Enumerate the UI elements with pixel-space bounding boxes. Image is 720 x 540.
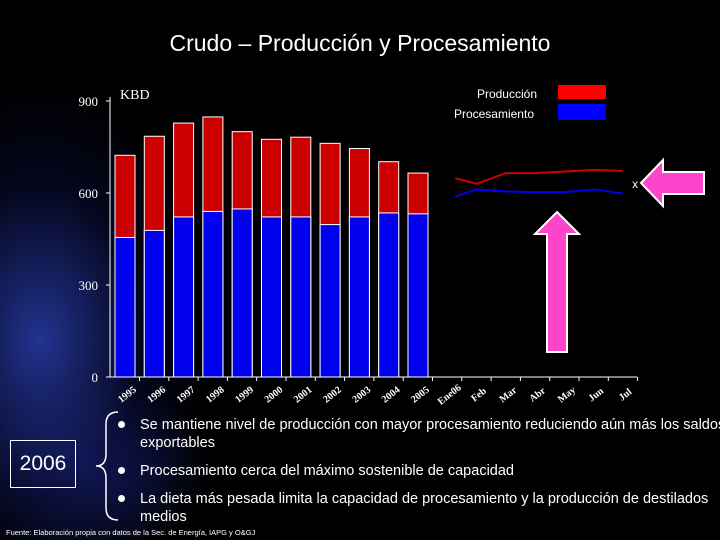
bar-procesamiento — [231, 208, 253, 378]
marker-x-label: x — [632, 177, 638, 191]
bar-procesamiento — [319, 224, 341, 378]
x-tick-label: 1998 — [204, 385, 227, 406]
x-tick-label: Ene06 — [436, 382, 464, 407]
bar-procesamiento — [290, 216, 312, 378]
x-tick-label: 2002 — [321, 385, 344, 406]
bullet-item: La dieta más pesada limita la capacidad … — [118, 490, 720, 526]
bar-procesamiento — [202, 210, 224, 378]
x-tick-label: Mar — [498, 385, 520, 406]
year-box: 2006 — [10, 440, 76, 488]
x-tick-label: 2000 — [263, 385, 286, 406]
page-title: Crudo – Producción y Procesamiento — [169, 30, 551, 56]
bar-procesamiento — [173, 216, 195, 378]
x-tick-label: 1996 — [145, 385, 168, 406]
x-tick-label: Jun — [587, 385, 607, 404]
bar-procesamiento — [261, 216, 282, 378]
arrow-up — [532, 210, 582, 353]
bullet-text: Procesamiento cerca del máximo sostenibl… — [140, 463, 514, 479]
x-tick-label: Jul — [617, 386, 634, 403]
bullet-dot-icon — [118, 421, 125, 428]
x-tick-labels: 1995 1996 1997 1998 1999 2000 2001 2002 2003 2004… — [116, 382, 634, 407]
bullet-item: Procesamiento cerca del máximo sostenibl… — [118, 462, 720, 480]
bullet-list: Se mantiene nivel de producción con mayo… — [118, 416, 720, 536]
bullet-dot-icon — [118, 495, 125, 502]
source-note: Fuente: Elaboración propia con datos de … — [6, 528, 256, 537]
y-tick-label: 300 — [79, 278, 99, 293]
bars-group — [114, 116, 429, 378]
bullet-text: La dieta más pesada limita la capacidad … — [140, 491, 709, 525]
bar-procesamiento — [378, 212, 400, 378]
x-tick-label: 1999 — [233, 385, 256, 406]
brace — [95, 411, 119, 521]
y-tick-label: 0 — [92, 370, 99, 385]
lines-group: x — [454, 168, 638, 198]
x-tick-label: 2005 — [409, 385, 432, 406]
x-tick-label: 2001 — [292, 385, 315, 406]
legend-swatch-produccion — [558, 85, 606, 99]
arrow-left — [639, 157, 705, 209]
bar-procesamiento — [143, 229, 165, 378]
legend-label-produccion: Producción — [477, 87, 537, 101]
bullet-dot-icon — [118, 467, 125, 474]
line-procesamiento — [454, 188, 624, 198]
legend: Producción Procesamiento — [454, 85, 606, 121]
bar-procesamiento — [114, 236, 136, 378]
legend-swatch-procesamiento — [558, 104, 606, 120]
y-tick-label: 600 — [79, 186, 99, 201]
unit-label: KBD — [120, 88, 150, 103]
y-tick-label: 900 — [79, 94, 99, 109]
x-tick-label: 2003 — [351, 385, 374, 406]
x-tick-label: May — [556, 385, 578, 406]
x-tick-label: 2004 — [380, 385, 403, 406]
x-tick-label: Feb — [469, 385, 489, 404]
legend-label-procesamiento: Procesamiento — [454, 107, 534, 121]
bullet-text: Se mantiene nivel de producción con mayo… — [140, 417, 720, 451]
x-tick-label: Abr — [527, 385, 548, 405]
x-tick-label: 1995 — [116, 385, 139, 406]
bullet-item: Se mantiene nivel de producción con mayo… — [118, 416, 720, 452]
bar-procesamiento — [348, 216, 370, 378]
bar-procesamiento — [407, 213, 429, 378]
chart: 0 300 600 900 x 1995 1996 1997 1998 1999 2000 200… — [79, 85, 705, 408]
x-tick-label: 1997 — [175, 385, 198, 406]
axis-group: 0 300 600 900 — [79, 94, 639, 385]
line-producción — [455, 168, 624, 185]
